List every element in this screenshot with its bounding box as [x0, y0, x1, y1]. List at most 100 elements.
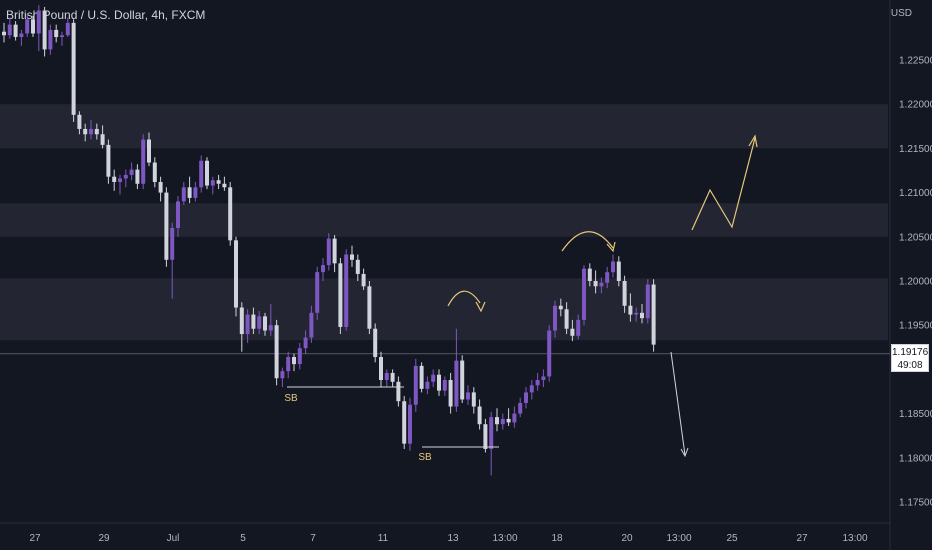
candle-body	[181, 187, 186, 202]
candle-body	[205, 160, 209, 186]
candle-body	[158, 181, 163, 193]
candle-body	[187, 187, 192, 198]
candle-body	[60, 35, 64, 38]
candle-body	[303, 337, 308, 349]
candle-body	[338, 263, 343, 327]
candle-body	[367, 286, 372, 329]
candle-body	[379, 357, 383, 381]
candle-body	[599, 282, 604, 287]
y-tick-label: 1.21000	[899, 188, 932, 199]
candle-body	[176, 201, 180, 228]
candle-body	[315, 272, 320, 313]
x-tick-label: 13	[447, 533, 459, 544]
candle-body	[141, 139, 146, 184]
candle-body	[413, 365, 418, 405]
candle-body	[106, 144, 111, 177]
candle-body	[466, 392, 470, 400]
curved-arrow-2	[561, 231, 614, 252]
candle-body	[425, 381, 430, 389]
candle-body	[460, 360, 465, 400]
countdown-label: 49:08	[897, 360, 923, 371]
sb-label: SB	[418, 452, 432, 463]
candle-body	[477, 406, 482, 425]
candle-body	[384, 372, 389, 381]
candle-body	[390, 372, 395, 382]
candle-body	[199, 160, 204, 188]
x-tick-label: 18	[551, 533, 563, 544]
candle-body	[54, 29, 59, 38]
y-tick-label: 1.22500	[899, 56, 932, 67]
zone-band-1	[0, 104, 888, 149]
candle-body	[570, 328, 575, 336]
candle-body	[7, 24, 12, 36]
candle-body	[170, 227, 175, 260]
candle-body	[355, 259, 360, 274]
candle-body	[222, 183, 227, 188]
candle-body	[100, 134, 105, 145]
candle-body	[193, 187, 198, 198]
candle-body	[547, 330, 552, 377]
candle-body	[228, 187, 233, 241]
candle-body	[268, 325, 273, 331]
y-tick-label: 1.20500	[899, 232, 932, 243]
candle-body	[576, 319, 581, 336]
candle-body	[234, 240, 238, 308]
x-tick-label: 5	[240, 533, 246, 544]
candle-body	[582, 268, 586, 320]
candle-body	[616, 261, 621, 281]
candle-body	[89, 128, 93, 135]
candle-body	[216, 180, 221, 184]
candle-body	[25, 19, 30, 34]
candle-body	[251, 314, 256, 329]
last-price-label: 1.19176	[892, 347, 929, 358]
candle-body	[361, 273, 366, 287]
candle-body	[321, 265, 325, 273]
candle-body	[448, 380, 453, 407]
candle-body	[280, 371, 285, 379]
candle-body	[483, 424, 488, 449]
x-tick-label: Jul	[167, 533, 180, 544]
candle-body	[489, 417, 494, 449]
candle-body	[611, 261, 615, 273]
candle-body	[431, 374, 436, 382]
candle-body	[645, 284, 650, 319]
curved-arrow-2-head	[606, 241, 616, 253]
candle-body	[518, 402, 523, 414]
candle-body	[529, 385, 534, 393]
candle-body	[332, 238, 337, 264]
candle-body	[297, 348, 302, 365]
candle-body	[83, 128, 88, 135]
candle-body	[558, 305, 563, 310]
curved-arrow-1	[447, 290, 481, 307]
x-tick-label: 27	[29, 533, 41, 544]
y-tick-label: 1.21500	[899, 144, 932, 155]
candle-body	[245, 314, 250, 335]
candle-body	[524, 392, 528, 403]
candle-body	[31, 19, 35, 34]
candle-body	[112, 176, 117, 182]
candle-body	[564, 309, 569, 329]
candle-body	[640, 312, 644, 319]
projection-up-arrowhead	[748, 134, 758, 148]
candle-body	[65, 22, 70, 36]
candle-body	[396, 381, 401, 402]
projection-down-arrowhead	[680, 447, 689, 458]
candle-body	[651, 284, 656, 345]
y-tick-label: 1.22000	[899, 100, 932, 111]
candle-body	[135, 169, 140, 184]
y-tick-label: 1.18000	[899, 453, 932, 464]
candle-body	[587, 268, 592, 281]
candle-body	[42, 10, 47, 50]
candle-body	[622, 281, 627, 306]
candle-body	[210, 180, 215, 186]
candle-body	[123, 174, 128, 179]
y-axis-unit: USD	[890, 8, 912, 19]
candle-body	[309, 312, 314, 338]
x-tick-label: 11	[378, 533, 389, 544]
candle-body	[286, 357, 291, 372]
candle-body	[442, 380, 447, 391]
candle-body	[471, 392, 476, 407]
candle-body	[634, 312, 639, 315]
